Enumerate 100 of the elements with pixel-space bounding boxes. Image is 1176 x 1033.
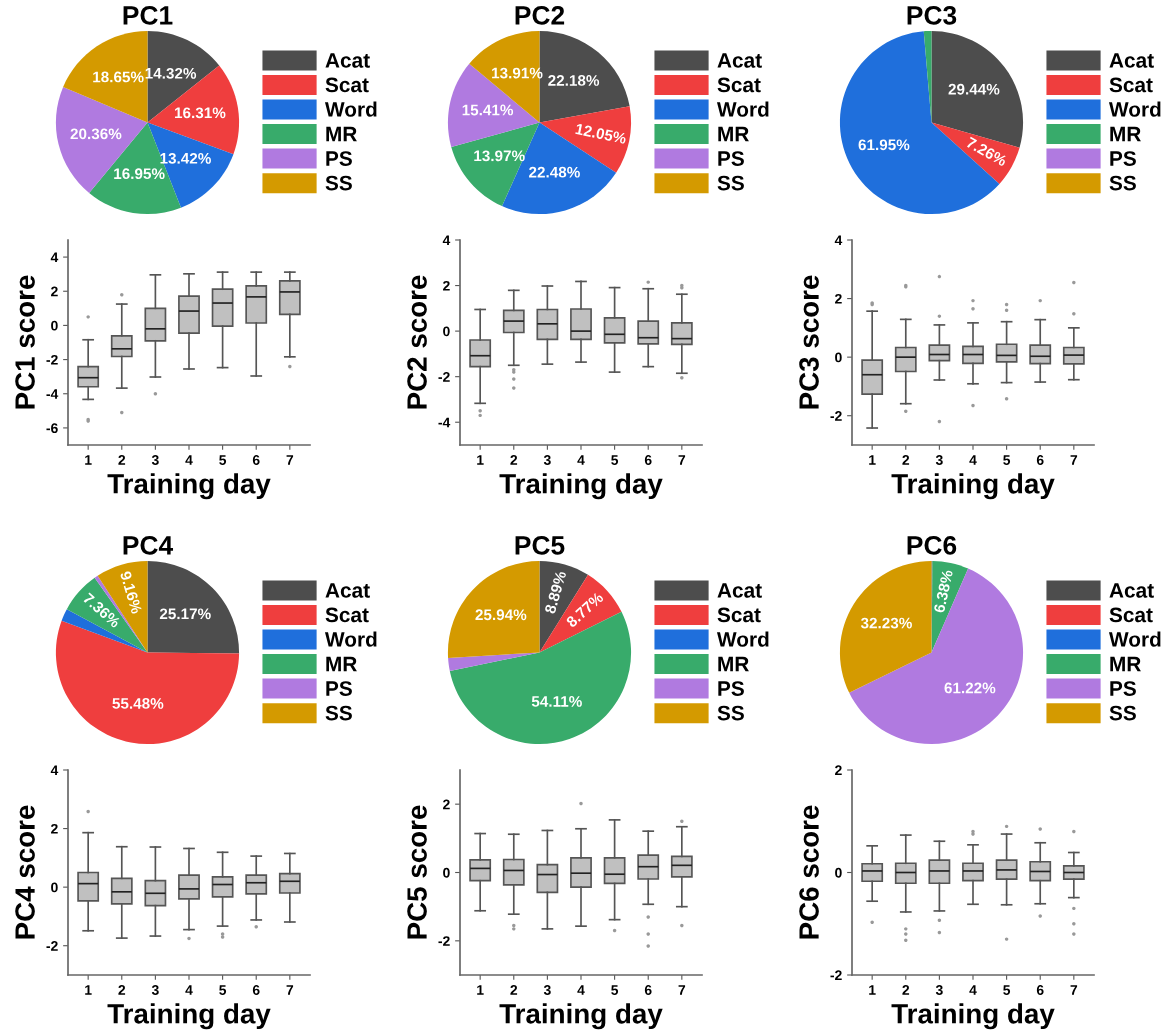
legend-label: Scat — [717, 607, 761, 623]
x-tick-label: 4 — [185, 455, 193, 465]
y-tick-label: -2 — [438, 372, 450, 382]
x-tick-label: 3 — [935, 455, 943, 465]
x-tick-label: 1 — [477, 455, 484, 465]
y-tick-label: 0 — [443, 867, 450, 878]
y-tick-label: 4 — [834, 235, 843, 246]
x-tick-label: 5 — [1003, 985, 1011, 995]
y-axis-title: PC4 score — [15, 805, 35, 939]
legend-label: PS — [326, 681, 352, 696]
chart-title: PC5 — [515, 536, 565, 555]
y-tick-label: 4 — [50, 252, 59, 263]
legend-label: SS — [717, 175, 744, 191]
y-tick-label: -2 — [46, 354, 58, 365]
y-axis-title: PC2 score — [407, 275, 427, 409]
y-tick-label: 2 — [835, 765, 842, 776]
legend-label: Scat — [1109, 607, 1153, 623]
data-label: 16.95% — [114, 168, 165, 180]
data-label: 13.91% — [492, 67, 543, 79]
y-tick-label: 0 — [443, 326, 450, 337]
x-tick-label: 7 — [286, 455, 294, 465]
y-axis-title: PC5 score — [407, 805, 427, 939]
y-tick-label: 2 — [835, 293, 842, 304]
x-axis-title: Training day — [499, 1003, 663, 1030]
legend-label: Word — [716, 631, 769, 647]
data-label: 29.44% — [948, 83, 1000, 95]
data-label: 22.48% — [529, 166, 580, 178]
legend-label: Acat — [325, 53, 370, 68]
data-label: 13.97% — [474, 150, 525, 162]
data-label: 55.48% — [112, 698, 164, 709]
data-label: 13.42% — [160, 152, 211, 164]
legend-label: MR — [1110, 656, 1141, 672]
data-label: 61.22% — [944, 682, 996, 694]
y-tick-label: 0 — [51, 882, 58, 893]
chart-title: PC6 — [907, 536, 957, 555]
y-tick-label: -4 — [46, 389, 59, 399]
x-tick-label: 1 — [869, 985, 876, 995]
x-tick-label: 7 — [1070, 985, 1078, 995]
x-tick-label: 6 — [252, 455, 260, 465]
x-tick-label: 1 — [85, 985, 92, 995]
x-tick-label: 1 — [869, 455, 876, 465]
x-tick-label: 6 — [644, 985, 652, 995]
x-tick-label: 3 — [935, 985, 943, 995]
y-tick-label: 4 — [442, 235, 451, 246]
y-tick-label: 2 — [51, 823, 58, 834]
legend-label: Word — [1108, 631, 1161, 647]
data-label: 12.05% — [575, 123, 627, 145]
legend-label: Acat — [325, 583, 370, 598]
x-tick-label: 7 — [678, 455, 686, 465]
data-label: 15.41% — [462, 104, 514, 116]
x-axis-title: Training day — [107, 1003, 271, 1030]
x-tick-label: 4 — [577, 985, 585, 995]
x-tick-label: 4 — [577, 455, 585, 465]
data-label: 16.31% — [175, 107, 226, 119]
chart-title: PC2 — [515, 6, 565, 25]
x-axis-title: Training day — [891, 473, 1055, 500]
y-axis-title: PC6 score — [799, 805, 819, 939]
legend-label: Word — [716, 101, 769, 117]
x-tick-label: 6 — [252, 985, 260, 995]
x-tick-label: 2 — [902, 985, 910, 995]
y-tick-label: 2 — [51, 286, 58, 297]
x-axis-title: Training day — [891, 1003, 1055, 1030]
legend-label: PS — [718, 681, 744, 696]
legend-label: MR — [1110, 126, 1141, 142]
y-tick-label: 0 — [835, 867, 842, 878]
x-tick-label: 1 — [477, 985, 484, 995]
legend-label: PS — [1110, 681, 1136, 696]
chart-title: PC4 — [123, 536, 174, 555]
x-tick-label: 1 — [85, 455, 92, 465]
legend-label: Acat — [717, 583, 762, 598]
chart-title: PC1 — [123, 6, 173, 25]
legend-label: SS — [325, 175, 352, 191]
legend-label: PS — [1110, 151, 1136, 166]
y-tick-label: -2 — [46, 941, 58, 951]
legend-label: SS — [1109, 705, 1136, 721]
y-tick-label: -2 — [438, 936, 450, 946]
x-tick-label: 7 — [286, 985, 294, 995]
legend-label: Scat — [1109, 77, 1153, 93]
x-axis-title: Training day — [107, 473, 271, 500]
data-label: 20.36% — [70, 128, 122, 140]
y-tick-label: 0 — [51, 320, 58, 331]
y-tick-label: 2 — [443, 799, 450, 810]
y-tick-label: 2 — [443, 280, 450, 291]
legend-label: SS — [1109, 175, 1136, 191]
y-tick-label: 4 — [50, 765, 59, 776]
chart-title: PC3 — [907, 6, 957, 25]
legend-label: MR — [326, 656, 357, 672]
x-tick-label: 7 — [678, 985, 686, 995]
legend-label: Word — [324, 631, 377, 647]
y-axis-title: PC3 score — [799, 275, 819, 409]
x-tick-label: 6 — [1036, 455, 1044, 465]
x-tick-label: 4 — [185, 985, 193, 995]
x-tick-label: 2 — [118, 985, 126, 995]
data-label: 6.38% — [933, 569, 954, 614]
data-label: 32.23% — [860, 617, 912, 629]
y-tick-label: -6 — [46, 423, 58, 434]
x-tick-label: 3 — [543, 985, 551, 995]
x-tick-label: 2 — [510, 985, 518, 995]
legend-label: SS — [717, 705, 744, 721]
x-tick-label: 6 — [644, 455, 652, 465]
